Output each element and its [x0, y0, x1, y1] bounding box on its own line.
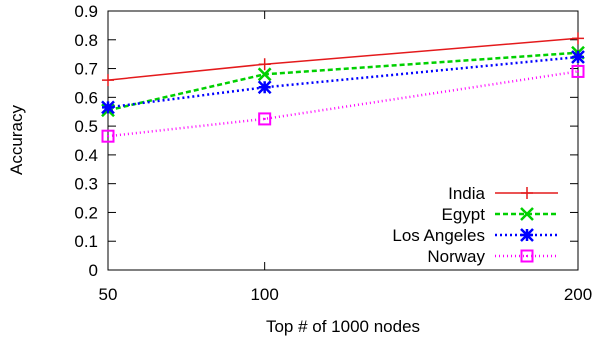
legend-label: India	[448, 184, 485, 203]
data-point	[257, 80, 272, 95]
y-tick-label: 0.4	[74, 146, 98, 165]
data-point	[101, 100, 115, 115]
data-point	[257, 67, 272, 82]
y-tick-label: 0.5	[74, 117, 98, 136]
series-india	[102, 32, 584, 87]
axis-ticks: 0 0.1 0.2 0.3 0.4 0.5 0.6 0.7 0.8 0.9 50 100 200	[74, 2, 592, 304]
x-tick-label: 50	[99, 285, 118, 304]
y-tick-label: 0.3	[74, 175, 98, 194]
y-axis-label: Accuracy	[7, 105, 26, 175]
data-point	[258, 58, 271, 71]
series-line	[107, 70, 579, 138]
x-tick-label: 200	[564, 285, 592, 304]
plot-frame	[107, 10, 579, 271]
data-point	[101, 129, 115, 143]
legend-label: Norway	[427, 247, 485, 266]
data-point-center	[526, 255, 528, 257]
y-tick-label: 0.2	[74, 203, 98, 222]
legend-label: Los Angeles	[392, 226, 485, 245]
series-group	[101, 32, 585, 143]
data-point	[258, 112, 272, 126]
data-point-center	[577, 70, 579, 73]
x-tick-label: 100	[250, 285, 278, 304]
series-line	[107, 51, 579, 112]
y-tick-label: 0.6	[74, 88, 98, 107]
data-point	[572, 32, 584, 45]
legend: India Egypt Los Angeles Norway	[392, 184, 558, 266]
series-los-angeles	[101, 50, 585, 115]
data-point	[571, 50, 585, 64]
data-point-center	[263, 117, 266, 120]
y-tick-label: 0	[89, 261, 98, 280]
y-tick-label: 0.1	[74, 232, 98, 251]
series-line	[107, 37, 579, 81]
legend-label: Egypt	[442, 205, 486, 224]
y-tick-label: 0.7	[74, 60, 98, 79]
y-tick-label: 0.9	[74, 2, 98, 21]
series-norway	[101, 64, 585, 143]
data-point	[521, 187, 533, 199]
data-point	[520, 207, 534, 221]
x-axis-label: Top # of 1000 nodes	[266, 317, 420, 336]
data-point-center	[107, 135, 109, 138]
series-line	[107, 55, 579, 109]
data-point	[520, 228, 534, 242]
y-tick-label: 0.8	[74, 31, 98, 50]
data-point	[571, 64, 585, 78]
data-point	[520, 249, 534, 263]
data-point	[102, 74, 114, 87]
